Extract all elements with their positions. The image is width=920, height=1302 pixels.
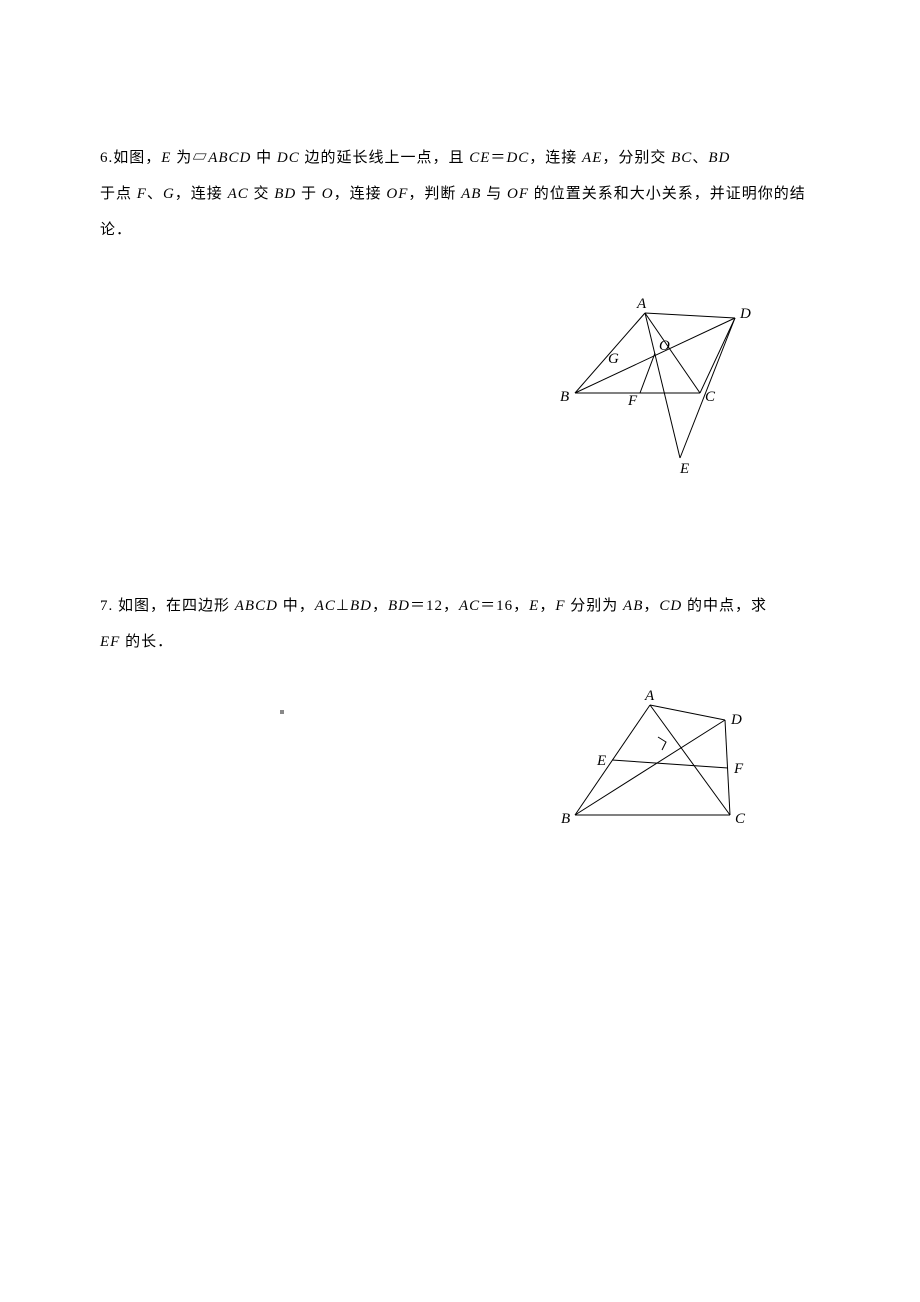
svg-text:B: B <box>560 389 569 405</box>
svg-text:F: F <box>733 761 744 777</box>
svg-text:B: B <box>561 811 570 827</box>
problem-7-figure-container: A D B C E F <box>100 690 820 870</box>
svg-text:F: F <box>627 393 638 409</box>
problem-6-figure: A D B C E F G O <box>550 298 760 483</box>
problem-6: 6.如图，E 为▱ABCD 中 DC 边的延长线上一点，且 CE＝DC，连接 A… <box>100 140 820 498</box>
dot-marker <box>280 710 284 714</box>
figure-7-svg: A D B C E F <box>550 690 760 840</box>
problem-7: 7. 如图，在四边形 ABCD 中，AC⊥BD，BD＝12，AC＝16，E，F … <box>100 588 820 870</box>
page-content: 6.如图，E 为▱ABCD 中 DC 边的延长线上一点，且 CE＝DC，连接 A… <box>0 0 920 870</box>
p6-number: 6. <box>100 150 113 166</box>
problem-7-figure: A D B C E F <box>550 690 760 845</box>
svg-text:G: G <box>608 351 619 367</box>
svg-text:O: O <box>659 338 670 354</box>
problem-6-text: 6.如图，E 为▱ABCD 中 DC 边的延长线上一点，且 CE＝DC，连接 A… <box>100 140 820 248</box>
svg-text:D: D <box>739 306 751 322</box>
problem-7-text: 7. 如图，在四边形 ABCD 中，AC⊥BD，BD＝12，AC＝16，E，F … <box>100 588 820 660</box>
figure-6-svg: A D B C E F G O <box>550 298 760 478</box>
svg-text:E: E <box>596 753 606 769</box>
svg-text:C: C <box>735 811 746 827</box>
svg-text:A: A <box>636 298 647 312</box>
svg-text:A: A <box>644 690 655 704</box>
svg-text:D: D <box>730 712 742 728</box>
problem-6-figure-container: A D B C E F G O <box>100 298 820 498</box>
svg-text:C: C <box>705 389 716 405</box>
p7-number: 7. <box>100 598 113 614</box>
svg-text:E: E <box>679 461 689 477</box>
